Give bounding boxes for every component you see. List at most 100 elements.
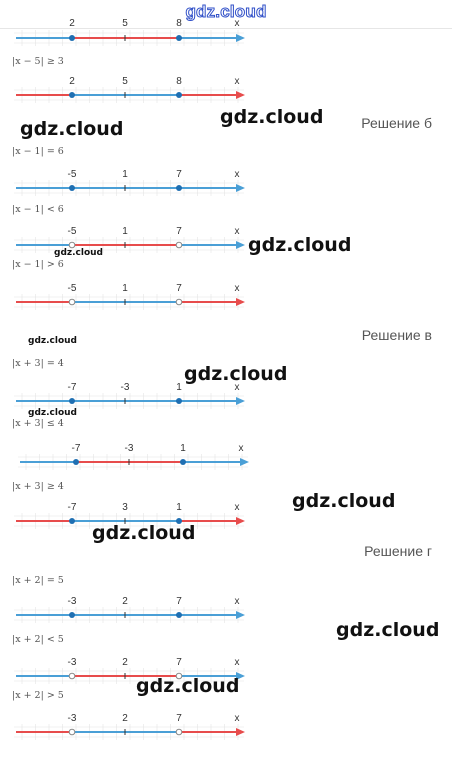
filled-point bbox=[69, 398, 75, 404]
number-line-v1: -7 -3 1 x bbox=[14, 382, 245, 409]
tick-label: 5 bbox=[122, 18, 128, 29]
tick-label: 3 bbox=[122, 502, 128, 513]
tick-label: 2 bbox=[122, 596, 128, 607]
tick-label: 8 bbox=[176, 18, 182, 29]
axis-arrow bbox=[236, 397, 245, 405]
tick-label: 7 bbox=[176, 226, 182, 237]
watermark: gdz.cloud bbox=[28, 408, 77, 418]
watermark: gdz.cloud bbox=[184, 363, 288, 385]
tick-label: 1 bbox=[180, 443, 186, 454]
number-line-top-partial: 2 5 8 x bbox=[14, 18, 245, 46]
open-point bbox=[175, 298, 183, 306]
axis-x-label: x bbox=[235, 596, 240, 607]
watermark: gdz.cloud bbox=[292, 490, 396, 512]
ineq-g2: |x + 2| < 5 bbox=[12, 634, 64, 645]
axis-x-label: x bbox=[235, 713, 240, 724]
watermark: gdz.cloud bbox=[28, 336, 77, 346]
axis-arrow bbox=[236, 34, 245, 42]
filled-point bbox=[69, 35, 75, 41]
axis-x-label: x bbox=[235, 169, 240, 180]
tick-label: 1 bbox=[122, 226, 128, 237]
tick-label: 7 bbox=[176, 657, 182, 668]
tick-label: -5 bbox=[68, 283, 77, 294]
filled-point bbox=[69, 92, 75, 98]
watermark: gdz.cloud bbox=[220, 106, 324, 128]
open-point bbox=[68, 672, 76, 680]
tick-label: 2 bbox=[122, 657, 128, 668]
tick-label: 8 bbox=[176, 76, 182, 87]
tick-label: 1 bbox=[122, 169, 128, 180]
axis-x-label: x bbox=[235, 283, 240, 294]
axis-arrow bbox=[236, 517, 245, 525]
number-line-g2: -3 2 7 x bbox=[14, 657, 245, 684]
tick-label: -3 bbox=[121, 382, 130, 393]
tick-label: -3 bbox=[68, 596, 77, 607]
tick-label: 7 bbox=[176, 596, 182, 607]
open-point bbox=[68, 728, 76, 736]
tick-label: 2 bbox=[69, 76, 75, 87]
filled-point bbox=[180, 459, 186, 465]
number-line-g1: -3 2 7 x bbox=[14, 596, 245, 623]
axis-x-label: x bbox=[235, 226, 240, 237]
tick-label: -7 bbox=[72, 443, 81, 454]
axis-arrow bbox=[236, 728, 245, 736]
filled-point bbox=[176, 518, 182, 524]
tick-label: -5 bbox=[68, 226, 77, 237]
tick-label: -3 bbox=[68, 657, 77, 668]
filled-point bbox=[176, 398, 182, 404]
number-line-b3: -5 1 7 x bbox=[14, 283, 245, 310]
tick-label: 7 bbox=[176, 169, 182, 180]
number-line-g3: -3 2 7 x bbox=[14, 713, 245, 740]
open-point bbox=[175, 241, 183, 249]
number-line-b1: -5 1 7 x bbox=[14, 169, 245, 196]
axis-arrow bbox=[236, 184, 245, 192]
site-title[interactable]: gdz.cloud bbox=[185, 2, 267, 22]
tick-label: -5 bbox=[68, 169, 77, 180]
axis-x-label: x bbox=[235, 18, 240, 29]
ineq-v3: |x + 3| ≥ 4 bbox=[12, 481, 64, 492]
open-point bbox=[68, 298, 76, 306]
filled-point bbox=[69, 612, 75, 618]
filled-point bbox=[69, 185, 75, 191]
watermark: gdz.cloud bbox=[336, 619, 440, 641]
watermark: gdz.cloud bbox=[136, 675, 240, 697]
tick-label: 7 bbox=[176, 713, 182, 724]
axis-arrow bbox=[236, 241, 245, 249]
tick-label: 1 bbox=[122, 283, 128, 294]
tick-label: -3 bbox=[68, 713, 77, 724]
ineq-v1: |x + 3| = 4 bbox=[12, 358, 64, 369]
filled-point bbox=[176, 612, 182, 618]
open-point bbox=[68, 241, 76, 249]
tick-label: 7 bbox=[176, 283, 182, 294]
solution-v-heading: Решение в bbox=[361, 327, 432, 343]
axis-x-label: x bbox=[235, 76, 240, 87]
ineq-b1: |x − 1| = 6 bbox=[12, 146, 64, 157]
tick-label: 2 bbox=[122, 713, 128, 724]
tick-label: -3 bbox=[125, 443, 134, 454]
solution-b-heading: Решение б bbox=[361, 115, 432, 131]
number-line-v2: -7 -3 1 x bbox=[18, 443, 249, 470]
site-header: gdz.cloud bbox=[0, 0, 452, 29]
filled-point bbox=[176, 92, 182, 98]
axis-x-label: x bbox=[239, 443, 244, 454]
axis-arrow bbox=[236, 298, 245, 306]
tick-label: -7 bbox=[68, 502, 77, 513]
ineq-g1: |x + 2| = 5 bbox=[12, 575, 64, 586]
open-point bbox=[175, 672, 183, 680]
axis-arrow bbox=[236, 91, 245, 99]
filled-point bbox=[176, 185, 182, 191]
ineq-b3: |x − 1| > 6 bbox=[12, 259, 64, 270]
number-line-a3: 2 5 8 x bbox=[14, 76, 245, 103]
watermark: gdz.cloud bbox=[20, 118, 124, 140]
number-line-b2: -5 1 7 x bbox=[14, 226, 245, 253]
axis-x-label: x bbox=[235, 502, 240, 513]
axis-arrow bbox=[236, 672, 245, 680]
tick-label: 2 bbox=[69, 18, 75, 29]
filled-point bbox=[69, 518, 75, 524]
solution-g-heading: Решение г bbox=[364, 543, 432, 559]
watermark: gdz.cloud bbox=[92, 522, 196, 544]
ineq-g3: |x + 2| > 5 bbox=[12, 690, 64, 701]
axis-x-label: x bbox=[235, 382, 240, 393]
tick-label: -7 bbox=[68, 382, 77, 393]
filled-point bbox=[176, 35, 182, 41]
